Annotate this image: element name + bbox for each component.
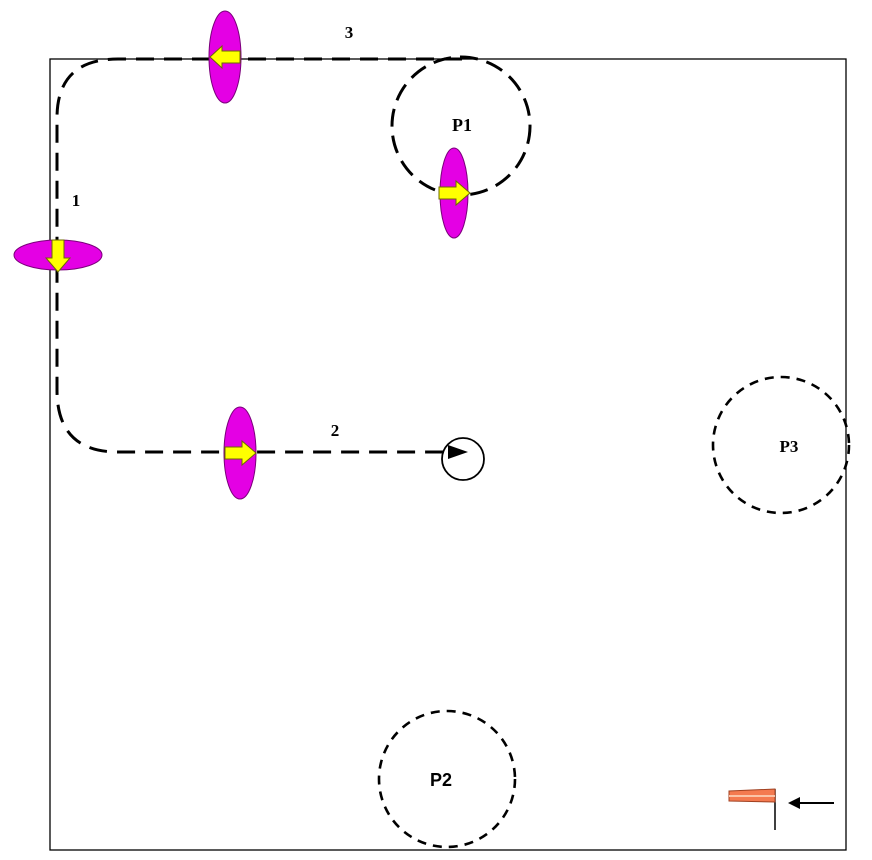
zone-p1-label: P1 (452, 115, 472, 135)
arrow-down-icon (44, 239, 72, 273)
wind-flag-icon (728, 788, 776, 830)
travel-path (55, 57, 462, 454)
marker-p1 (438, 147, 471, 239)
path-label-3: 3 (345, 23, 354, 42)
marker-top (208, 10, 242, 104)
marker-bottom (223, 406, 257, 500)
arrow-right-icon (224, 439, 257, 467)
arrow-right-icon (438, 179, 471, 207)
path-label-1: 1 (72, 191, 81, 210)
marker-left (13, 239, 103, 273)
zone-p2-label: P2 (430, 770, 452, 790)
path-arrowhead (448, 445, 468, 459)
path-label-2: 2 (331, 421, 340, 440)
target-circle (441, 437, 485, 481)
zone-p3-circle (711, 375, 851, 515)
arrow-left-icon (209, 44, 241, 70)
wind-direction-arrow-icon (788, 797, 834, 809)
zone-p2-circle (377, 709, 517, 849)
zone-p3-label: P3 (780, 437, 799, 456)
